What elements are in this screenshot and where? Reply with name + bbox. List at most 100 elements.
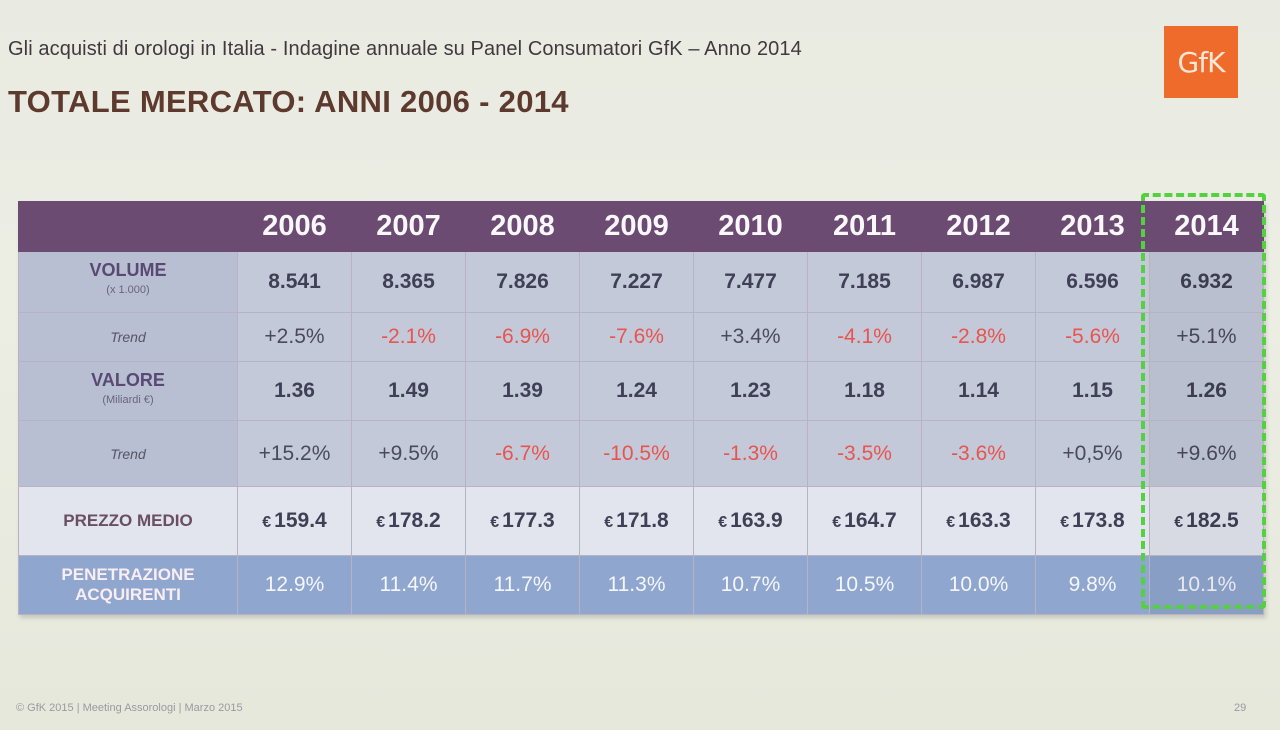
- valore-trend-row: Trend +15.2% +9.5% -6.7% -10.5% -1.3% -3…: [18, 420, 1264, 487]
- valore-row: VALORE (Miliardi €) 1.36 1.49 1.39 1.24 …: [18, 361, 1264, 421]
- slide-subtitle: Gli acquisti di orologi in Italia - Inda…: [8, 38, 802, 60]
- volume-trend-row: Trend +2.5% -2.1% -6.9% -7.6% +3.4% -4.1…: [18, 312, 1264, 362]
- footer-credit: © GfK 2015 | Meeting Assorologi | Marzo …: [16, 702, 243, 714]
- volume-trend-cell: -6.9%: [465, 312, 580, 362]
- volume-cell: 7.477: [693, 251, 808, 313]
- valore-trend-cell: -3.5%: [807, 420, 922, 487]
- prezzo-value: 159.4: [274, 509, 327, 532]
- year-header: 2011: [807, 201, 922, 252]
- valore-trend-cell: +0,5%: [1035, 420, 1150, 487]
- valore-cell: 1.23: [693, 361, 808, 421]
- prezzo-cell: €163.9: [693, 486, 808, 556]
- penetrazione-cell: 11.3%: [579, 555, 694, 615]
- valore-row-header: VALORE (Miliardi €): [18, 361, 238, 421]
- valore-cell: 1.36: [237, 361, 352, 421]
- year-header: 2008: [465, 201, 580, 252]
- penetrazione-cell: 11.7%: [465, 555, 580, 615]
- euro-sign: €: [1060, 514, 1070, 531]
- valore-cell: 1.26: [1149, 361, 1264, 421]
- prezzo-value: 173.8: [1072, 509, 1125, 532]
- volume-label: VOLUME: [89, 260, 167, 280]
- euro-sign: €: [604, 514, 614, 531]
- prezzo-cell: €177.3: [465, 486, 580, 556]
- valore-trend-cell: -3.6%: [921, 420, 1036, 487]
- euro-sign: €: [832, 514, 842, 531]
- volume-cell: 6.987: [921, 251, 1036, 313]
- prezzo-value: 178.2: [388, 509, 441, 532]
- volume-cell: 8.365: [351, 251, 466, 313]
- volume-trend-cell: -2.1%: [351, 312, 466, 362]
- year-header: 2010: [693, 201, 808, 252]
- valore-trend-cell: -1.3%: [693, 420, 808, 487]
- valore-cell: 1.14: [921, 361, 1036, 421]
- valore-label: VALORE: [91, 370, 165, 390]
- euro-sign: €: [1174, 514, 1184, 531]
- volume-trend-cell: -7.6%: [579, 312, 694, 362]
- prezzo-value: 171.8: [616, 509, 669, 532]
- valore-cell: 1.49: [351, 361, 466, 421]
- prezzo-value: 177.3: [502, 509, 555, 532]
- year-header: 2009: [579, 201, 694, 252]
- valore-trend-cell: -10.5%: [579, 420, 694, 487]
- valore-trend-cell: +9.6%: [1149, 420, 1264, 487]
- volume-trend-cell: -4.1%: [807, 312, 922, 362]
- gfk-logo: GfK: [1164, 26, 1238, 98]
- volume-row: VOLUME (x 1.000) 8.541 8.365 7.826 7.227…: [18, 251, 1264, 313]
- penetrazione-label: PENETRAZIONE ACQUIRENTI: [18, 555, 238, 615]
- prezzo-value: 182.5: [1186, 509, 1239, 532]
- volume-cell: 8.541: [237, 251, 352, 313]
- prezzo-value: 164.7: [844, 509, 897, 532]
- year-header: 2014: [1149, 201, 1264, 252]
- slide-title: TOTALE MERCATO: ANNI 2006 - 2014: [8, 84, 569, 119]
- euro-sign: €: [376, 514, 386, 531]
- valore-trend-cell: +9.5%: [351, 420, 466, 487]
- penetrazione-label-line2: ACQUIRENTI: [75, 585, 181, 604]
- euro-sign: €: [718, 514, 728, 531]
- valore-cell: 1.15: [1035, 361, 1150, 421]
- valore-cell: 1.39: [465, 361, 580, 421]
- valore-trend-cell: +15.2%: [237, 420, 352, 487]
- year-header: 2013: [1035, 201, 1150, 252]
- valore-trend-label: Trend: [18, 420, 238, 487]
- euro-sign: €: [946, 514, 956, 531]
- volume-trend-cell: +2.5%: [237, 312, 352, 362]
- prezzo-cell: €171.8: [579, 486, 694, 556]
- penetrazione-cell: 10.0%: [921, 555, 1036, 615]
- prezzo-value: 163.3: [958, 509, 1011, 532]
- year-header: 2006: [237, 201, 352, 252]
- prezzo-value: 163.9: [730, 509, 783, 532]
- volume-unit: (x 1.000): [106, 284, 150, 296]
- penetrazione-label-line1: PENETRAZIONE: [61, 565, 195, 584]
- prezzo-cell: €182.5: [1149, 486, 1264, 556]
- euro-sign: €: [262, 514, 272, 531]
- valore-cell: 1.24: [579, 361, 694, 421]
- prezzo-cell: €163.3: [921, 486, 1036, 556]
- market-table: 2006 2007 2008 2009 2010 2011 2012 2013 …: [18, 201, 1264, 615]
- prezzo-cell: €159.4: [237, 486, 352, 556]
- prezzo-cell: €173.8: [1035, 486, 1150, 556]
- volume-cell: 7.185: [807, 251, 922, 313]
- valore-unit: (Miliardi €): [102, 394, 154, 406]
- year-header: 2012: [921, 201, 1036, 252]
- prezzo-cell: €164.7: [807, 486, 922, 556]
- volume-cell: 6.596: [1035, 251, 1150, 313]
- volume-cell: 7.227: [579, 251, 694, 313]
- penetrazione-cell: 9.8%: [1035, 555, 1150, 615]
- prezzo-cell: €178.2: [351, 486, 466, 556]
- prezzo-medio-label: PREZZO MEDIO: [18, 486, 238, 556]
- volume-trend-cell: +3.4%: [693, 312, 808, 362]
- penetrazione-cell: 10.7%: [693, 555, 808, 615]
- valore-cell: 1.18: [807, 361, 922, 421]
- penetrazione-row: PENETRAZIONE ACQUIRENTI 12.9% 11.4% 11.7…: [18, 555, 1264, 615]
- prezzo-medio-row: PREZZO MEDIO €159.4 €178.2 €177.3 €171.8…: [18, 486, 1264, 556]
- corner-cell: [18, 201, 238, 252]
- highlight-2014-box: [1141, 193, 1266, 609]
- volume-trend-cell: -2.8%: [921, 312, 1036, 362]
- euro-sign: €: [490, 514, 500, 531]
- volume-trend-label: Trend: [18, 312, 238, 362]
- year-header: 2007: [351, 201, 466, 252]
- valore-trend-cell: -6.7%: [465, 420, 580, 487]
- page-number: 29: [1234, 702, 1247, 714]
- volume-row-header: VOLUME (x 1.000): [18, 251, 238, 313]
- penetrazione-cell: 11.4%: [351, 555, 466, 615]
